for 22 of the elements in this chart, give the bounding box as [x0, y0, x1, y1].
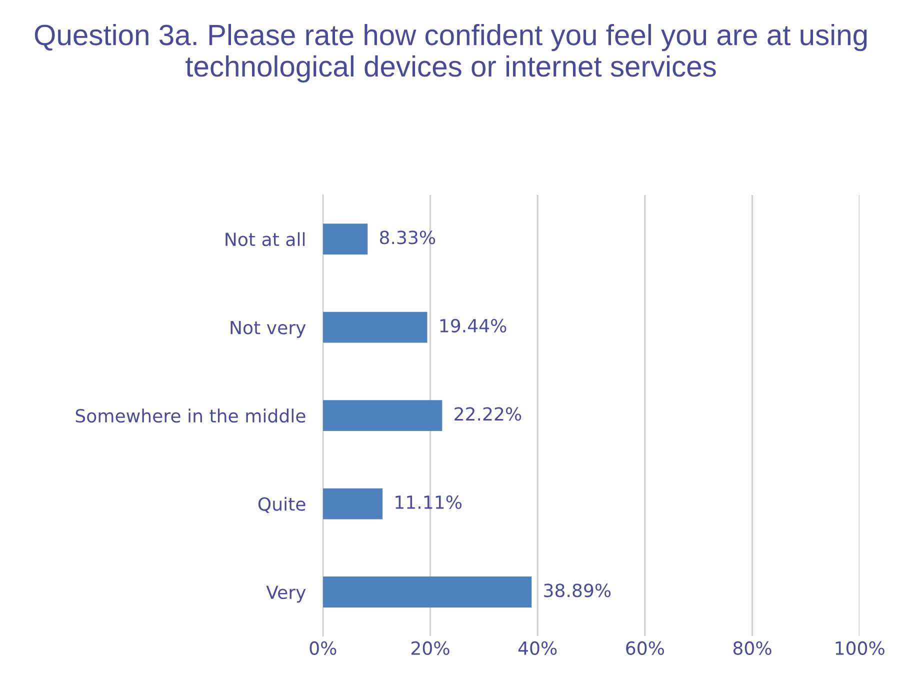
bar [322, 488, 383, 520]
bar [322, 576, 532, 608]
data-label: 11.11% [396, 495, 462, 510]
y-tick-label: Very [266, 586, 306, 603]
x-tick-label: 0% [310, 641, 336, 655]
y-tick-label: Quite [258, 496, 306, 513]
x-tick-label: 40% [518, 641, 557, 655]
x-tick-label: 20% [412, 641, 450, 655]
chart-title: Question 3a. Please rate how confident you feel you are at using technological devices or internet services [34, 24, 867, 83]
x-tick-label: 100% [836, 641, 884, 655]
data-label: 22.22% [454, 407, 522, 421]
data-label: 8.33% [380, 230, 436, 244]
y-tick-label: Somewhere in the middle [76, 408, 306, 423]
bar [322, 400, 442, 431]
x-tick-label: 60% [626, 641, 664, 655]
data-label: 38.89% [544, 584, 611, 598]
y-tick-label: Not very [230, 320, 306, 338]
x-tick-label: 80% [733, 641, 772, 655]
bar [322, 312, 428, 343]
bar [322, 224, 368, 254]
data-label: 19.44% [440, 318, 506, 333]
y-tick-label: Not at all [226, 232, 305, 246]
